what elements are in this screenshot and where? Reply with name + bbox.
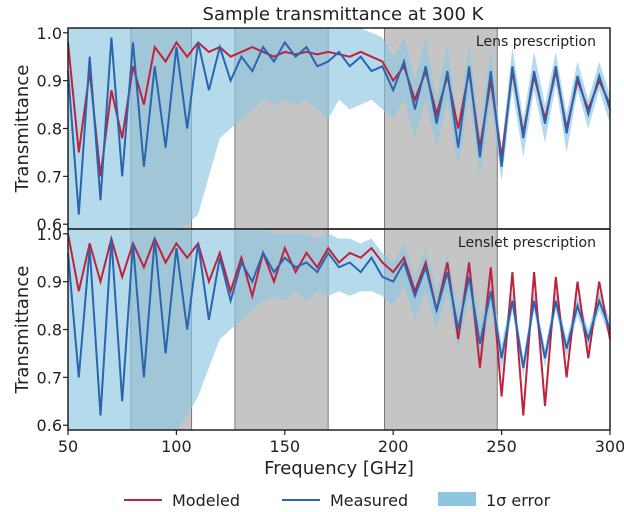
y-tick-label: 0.8 xyxy=(37,321,62,340)
legend-label-measured: Measured xyxy=(330,491,408,510)
legend-label-error: 1σ error xyxy=(486,491,551,510)
y-tick-label: 0.7 xyxy=(37,368,62,387)
x-axis-label: Frequency [GHz] xyxy=(264,458,414,479)
y-axis-label-lenslet: Transmittance xyxy=(12,266,33,395)
y-tick-label: 0.8 xyxy=(37,120,62,139)
y-tick-label: 1.0 xyxy=(37,225,62,244)
error-band-lens xyxy=(68,28,610,229)
y-axis-lens: 0.60.70.80.91.0 xyxy=(37,24,68,234)
x-axis: 50 100 150 200 250 300 xyxy=(58,430,624,456)
legend-swatch-error xyxy=(438,492,476,506)
y-tick-label: 0.6 xyxy=(37,416,62,435)
panel-lenslet: Lenslet prescription 0.6 0.7 0.8 0.9 1.0 Tra… xyxy=(12,225,610,435)
x-tick-label: 50 xyxy=(58,437,78,456)
y-tick-label: 0.9 xyxy=(37,72,62,91)
y-tick-label: 0.7 xyxy=(37,167,62,186)
x-tick-label: 300 xyxy=(595,437,624,456)
x-tick-label: 100 xyxy=(161,437,192,456)
x-tick-label: 200 xyxy=(378,437,409,456)
chart-title: Sample transmittance at 300 K xyxy=(203,4,485,25)
x-tick-label: 250 xyxy=(486,437,517,456)
panel-label-lenslet: Lenslet prescription xyxy=(458,235,596,251)
y-axis-label-lens: Transmittance xyxy=(12,65,33,194)
y-tick-label: 0.9 xyxy=(37,273,62,292)
panel-label-lens: Lens prescription xyxy=(476,34,596,50)
legend-label-modeled: Modeled xyxy=(172,491,240,510)
x-tick-label: 150 xyxy=(270,437,301,456)
panel-lens: Lens prescription 0.60.70.80.91.0 Transm… xyxy=(12,24,610,234)
y-axis-lenslet: 0.6 0.7 0.8 0.9 1.0 xyxy=(37,225,68,435)
legend: Modeled Measured 1σ error xyxy=(124,491,551,510)
y-tick-label: 1.0 xyxy=(37,24,62,43)
